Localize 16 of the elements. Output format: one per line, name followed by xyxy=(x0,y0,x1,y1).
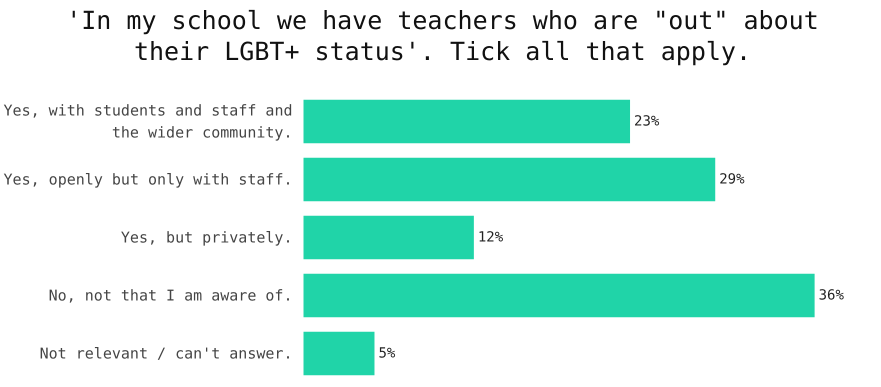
bar xyxy=(304,158,716,202)
data-label: 36% xyxy=(818,288,844,304)
data-label: 5% xyxy=(378,346,396,362)
data-label: 29% xyxy=(719,172,746,188)
bar xyxy=(304,216,474,260)
data-label: 23% xyxy=(634,114,660,130)
bar xyxy=(304,100,630,144)
data-label: 12% xyxy=(478,230,504,246)
y-tick-label: No, not that I am aware of. xyxy=(48,286,293,304)
y-tick-label: Yes, but privately. xyxy=(120,228,293,246)
bar xyxy=(304,274,815,318)
y-tick-label: Yes, openly but only with staff. xyxy=(4,170,292,188)
chart-title: 'In my school we have teachers who are "out" about their LGBT+ status'. Tick all that apply. xyxy=(65,5,820,68)
y-tick-label: Yes, with students and staff and the wider community. xyxy=(4,102,293,142)
y-tick-label: Not relevant / can't answer. xyxy=(40,344,293,362)
bar xyxy=(304,332,374,376)
